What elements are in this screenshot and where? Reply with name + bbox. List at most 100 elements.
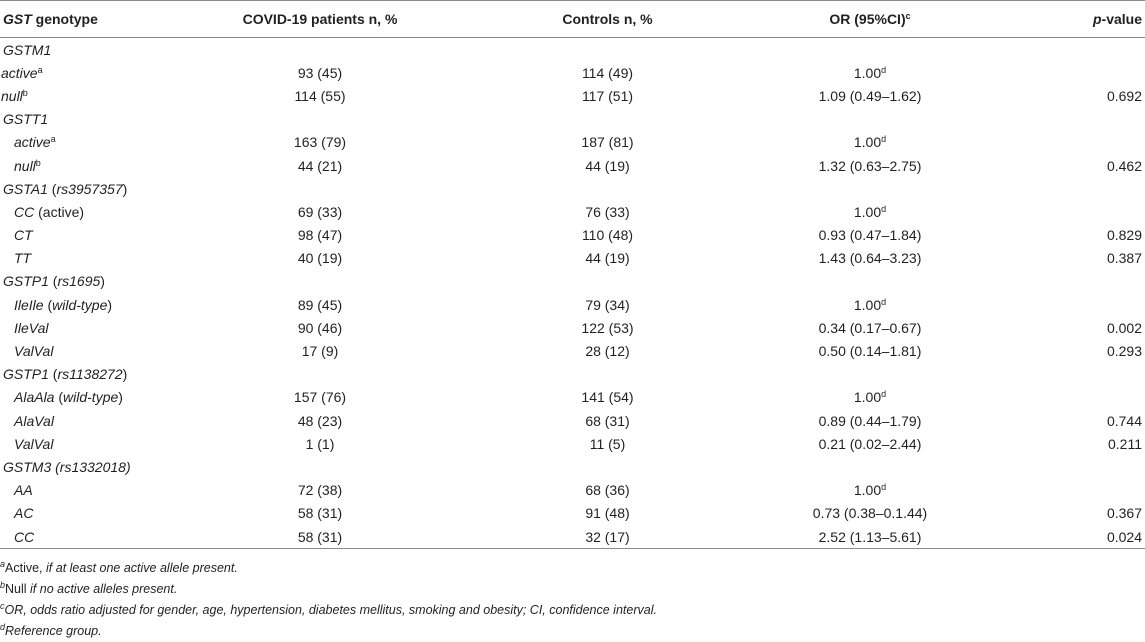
group-row: GSTM3 (rs1332018): [0, 455, 1145, 478]
patients-cell: 72 (38): [297, 482, 343, 499]
patients-cell: 44 (21): [297, 157, 343, 174]
p-value-cell: 0.211: [1108, 435, 1142, 452]
p-value-cell: [1000, 177, 1145, 200]
gene-label: GSTA1 (rs3957357): [0, 177, 165, 200]
footnote-marker: b: [22, 87, 28, 98]
genotype-label: IleVal: [0, 316, 165, 339]
footnote: bNull if no active alleles present.: [0, 579, 1145, 600]
p-value-cell: 0.024: [1000, 524, 1145, 550]
genotype-name: IleIle: [14, 296, 44, 313]
genotype-name: null: [14, 157, 36, 174]
p-value-cell: [1000, 200, 1145, 223]
footnote: aActive, if at least one active allele p…: [0, 558, 1145, 579]
or-cell: 0.89 (0.44–1.79): [740, 409, 1000, 432]
genotype-name: active: [1, 64, 38, 81]
patients-cell: 163 (79): [293, 134, 347, 151]
patients-cell: 114 (55): [294, 87, 346, 104]
gene-paren-close: ): [122, 366, 128, 383]
or-cell: 0.34 (0.17–0.67): [740, 316, 1000, 339]
genotype-name: IleVal: [14, 319, 49, 336]
patients-cell: 40 (19): [297, 250, 343, 267]
gene-name: GSTP1: [3, 273, 49, 290]
footnote-marker: b: [35, 157, 41, 168]
gene-paren-open: (: [48, 273, 58, 290]
controls-cell: 141 (54): [581, 389, 634, 406]
table-row: CC 58 (31) 32 (17) 2.52 (1.13–5.61) 0.024: [0, 524, 1145, 550]
or-cell: 0.21 (0.02–2.44): [740, 432, 1000, 455]
or-value: 1.00: [853, 64, 882, 81]
controls-cell: [475, 455, 740, 478]
gene-paren-open: (: [48, 366, 58, 383]
genotype-name: CC: [14, 528, 35, 545]
genotype-label: CC (active): [0, 200, 165, 223]
footnote-text: if at least one active allele present.: [46, 561, 238, 576]
controls-cell: [475, 177, 740, 200]
patients-cell: [165, 177, 475, 200]
or-value: 1.00: [853, 389, 882, 406]
p-value-cell: 0.387: [1106, 250, 1142, 267]
group-row: GSTP1 (rs1695): [0, 270, 1145, 293]
footnote-marker: a: [37, 64, 43, 75]
controls-cell: 11 (5): [589, 435, 626, 452]
controls-cell: 117 (51): [581, 87, 634, 104]
or-value: 1.00: [853, 482, 882, 499]
gene-label: GSTM1: [0, 38, 165, 62]
p-value-cell: [1000, 293, 1145, 316]
controls-cell: [475, 38, 740, 62]
gene-name: GSTM3 (rs1332018): [3, 458, 131, 475]
table-row: CT 98 (47) 110 (48) 0.93 (0.47–1.84) 0.829: [0, 224, 1145, 247]
or-value: 0.50 (0.14–1.81): [818, 343, 922, 360]
p-value-cell: 0.002: [1106, 319, 1142, 336]
or-value: 0.73 (0.38–0.1.44): [812, 505, 928, 522]
controls-cell: 44 (19): [585, 157, 630, 174]
controls-cell: 68 (31): [585, 412, 630, 429]
footnote-marker: d: [881, 389, 887, 400]
genotype-name: null: [1, 87, 23, 104]
controls-cell: 76 (33): [585, 203, 630, 220]
patients-cell: [165, 270, 475, 293]
group-row: GSTM1: [0, 38, 1145, 62]
footnote-lead: Null: [5, 582, 31, 597]
genotype-label: AC: [0, 502, 165, 525]
patients-cell: [165, 455, 475, 478]
gene-name: GSTM1: [3, 41, 52, 58]
or-cell: 1.32 (0.63–2.75): [740, 154, 1000, 177]
controls-cell: 187 (81): [581, 134, 634, 151]
genotype-name: AC: [14, 505, 34, 522]
or-cell: [740, 177, 1000, 200]
p-value-cell: 0.692: [1106, 87, 1142, 104]
patients-cell: [165, 363, 475, 386]
gene-rsid: rs1695: [57, 273, 101, 290]
footnote-marker: d: [881, 482, 887, 493]
table-row: AA 72 (38) 68 (36) 1.00d: [0, 479, 1145, 502]
group-row: GSTA1 (rs3957357): [0, 177, 1145, 200]
header-or: OR (95%CI)c: [740, 0, 1000, 38]
controls-cell: 91 (48): [585, 505, 630, 522]
gene-paren-close: ): [122, 180, 128, 197]
genotype-name: CC: [14, 203, 35, 220]
footnote-marker: d: [881, 134, 887, 145]
patients-cell: 48 (23): [297, 412, 343, 429]
footnote-marker: a: [0, 559, 6, 570]
genotype-note-close: ): [118, 389, 123, 406]
or-cell: 1.43 (0.64–3.23): [740, 247, 1000, 270]
footnote-text: Reference group.: [5, 624, 102, 639]
gene-rsid: rs1138272: [57, 366, 123, 383]
controls-cell: 110 (48): [581, 227, 634, 244]
genotype-table: GST genotype COVID-19 patients n, % Cont…: [0, 0, 1145, 550]
genotype-label: ValVal: [0, 339, 165, 362]
header-p-value: p-value: [1000, 0, 1145, 38]
table-row: TT 40 (19) 44 (19) 1.43 (0.64–3.23) 0.387: [0, 247, 1145, 270]
header-genotype: GST genotype: [0, 0, 165, 38]
genotype-label: IleIle (wild-type): [0, 293, 165, 316]
p-value-cell: 0.367: [1106, 505, 1142, 522]
patients-cell: [165, 38, 475, 62]
genotype-name: AA: [14, 482, 33, 499]
p-value-cell: [1000, 270, 1145, 293]
table-row: activea 93 (45) 114 (49) 1.00d: [0, 61, 1145, 84]
table-row: ValVal 17 (9) 28 (12) 0.50 (0.14–1.81) 0.293: [0, 339, 1145, 362]
controls-cell: [475, 363, 740, 386]
patients-cell: 17 (9): [301, 343, 339, 360]
or-cell: 0.50 (0.14–1.81): [740, 339, 1000, 362]
or-cell: 1.00d: [740, 61, 1000, 84]
